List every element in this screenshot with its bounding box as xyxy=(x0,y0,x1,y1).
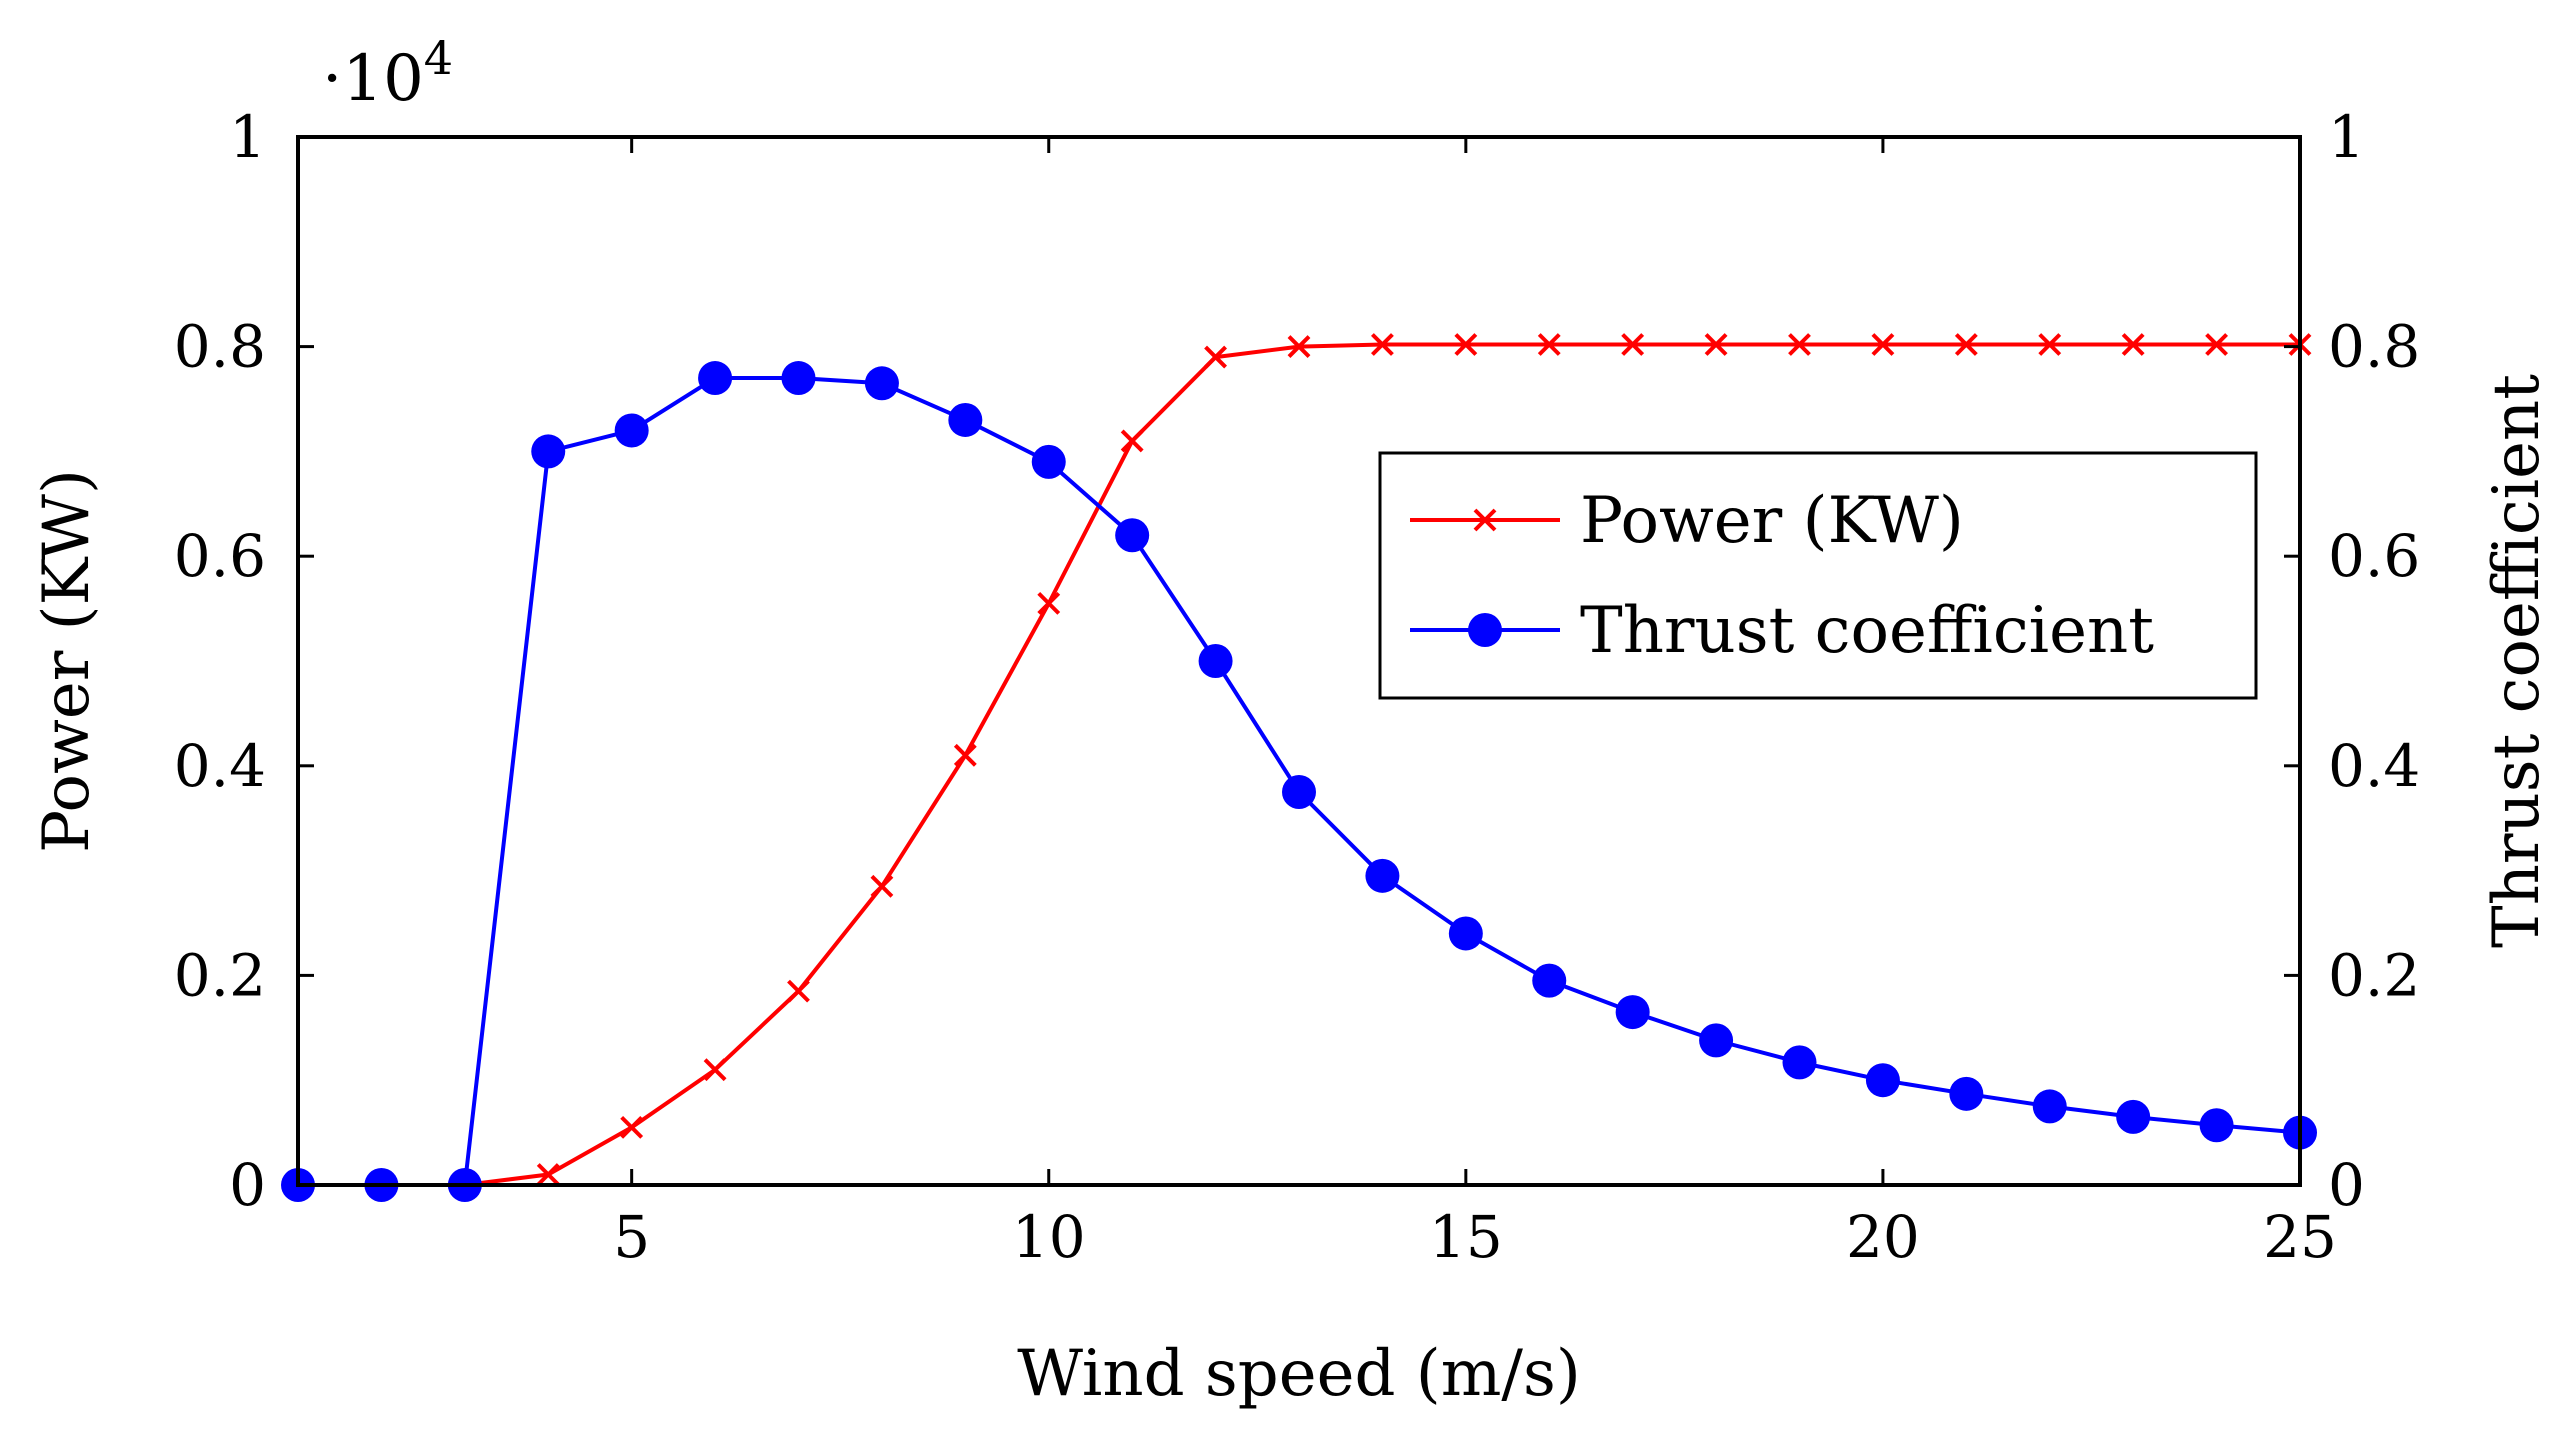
data-point-thrust xyxy=(2032,1089,2067,1124)
data-point-thrust xyxy=(1448,916,1483,951)
data-point-power xyxy=(787,979,810,1003)
data-point-power xyxy=(953,743,977,767)
y-tick-label: 0.2 xyxy=(174,941,266,1009)
data-point-power xyxy=(870,874,894,898)
legend-label-thrust: Thrust coefficient xyxy=(1580,594,2154,668)
data-point-power-stroke xyxy=(953,743,977,767)
y2-tick-label: 1 xyxy=(2328,103,2365,171)
data-point-power xyxy=(2205,333,2228,356)
data-point-power xyxy=(1788,333,1811,356)
data-point-power-stroke xyxy=(1371,333,1394,356)
legend-label-power: Power (KW) xyxy=(1580,484,1964,558)
data-point-power xyxy=(1371,333,1394,356)
data-point-thrust xyxy=(948,402,983,437)
data-point-thrust xyxy=(1365,858,1400,893)
y-axis-multiplier-base: ·10 xyxy=(322,42,424,116)
data-point-thrust xyxy=(1699,1023,1734,1058)
data-point-power xyxy=(1287,335,1311,359)
x-tick-label: 15 xyxy=(1429,1203,1503,1271)
data-point-thrust xyxy=(1615,995,1650,1030)
data-point-thrust xyxy=(1782,1045,1817,1080)
legend-swatch-marker-power xyxy=(1473,508,1497,532)
y2-tick-label: 0.4 xyxy=(2328,732,2420,800)
data-point-power xyxy=(1954,333,1978,356)
legend-marker-dot xyxy=(1468,613,1502,647)
y-tick-label: 0.8 xyxy=(174,313,266,381)
plot-frame xyxy=(296,135,2302,1187)
data-point-power-stroke xyxy=(1204,345,1227,369)
data-point-power-stroke xyxy=(1454,333,1478,356)
data-point-power-stroke xyxy=(1287,335,1311,359)
data-point-power xyxy=(536,1163,560,1186)
data-point-thrust xyxy=(698,361,733,396)
legend-marker-stroke xyxy=(1473,508,1497,532)
data-point-power xyxy=(1454,333,1478,356)
y2-tick-label: 0.6 xyxy=(2328,522,2420,590)
data-point-thrust xyxy=(1949,1076,1984,1111)
data-point-power-stroke xyxy=(1037,591,1061,615)
data-point-thrust xyxy=(531,434,566,469)
y-tick-label: 1 xyxy=(229,103,266,171)
x-tick-label: 20 xyxy=(1846,1203,1920,1271)
data-point-power-stroke xyxy=(1120,429,1144,453)
data-point-power xyxy=(2038,333,2062,356)
legend: Power (KW) Thrust coefficient xyxy=(1378,451,2258,700)
x-axis-title: Wind speed (m/s) xyxy=(1017,1337,1581,1411)
x-tick-label: 25 xyxy=(2263,1203,2337,1271)
data-point-thrust xyxy=(2116,1099,2151,1134)
y2-tick-label: 0.2 xyxy=(2328,941,2420,1009)
data-point-thrust xyxy=(1532,963,1567,998)
data-point-power xyxy=(1037,591,1061,615)
data-point-power-stroke xyxy=(1704,333,1728,356)
y-axis-multiplier: ·104 xyxy=(322,31,453,116)
data-point-power-stroke xyxy=(870,874,894,898)
x-tick-label: 5 xyxy=(613,1203,650,1271)
data-point-power-stroke xyxy=(620,1115,644,1139)
data-point-power-stroke xyxy=(1537,333,1561,356)
data-point-power-stroke xyxy=(536,1163,560,1186)
data-point-power xyxy=(1621,333,1645,356)
data-point-power xyxy=(1871,333,1895,356)
data-point-power xyxy=(1704,333,1728,356)
data-point-power-stroke xyxy=(1788,333,1811,356)
y2-tick-label: 0 xyxy=(2328,1151,2365,1219)
data-point-thrust xyxy=(864,366,899,401)
y2-tick-label: 0.8 xyxy=(2328,313,2420,381)
data-point-power-stroke xyxy=(2205,333,2228,356)
y-axis-multiplier-exponent: 4 xyxy=(424,31,453,85)
y-tick-label: 0 xyxy=(229,1151,266,1219)
data-point-thrust xyxy=(2199,1108,2234,1143)
data-point-power-stroke xyxy=(1954,333,1978,356)
data-point-power xyxy=(2121,333,2145,356)
data-point-thrust xyxy=(1865,1063,1900,1098)
data-point-thrust xyxy=(1198,644,1233,678)
data-point-power xyxy=(1204,345,1227,369)
data-point-power xyxy=(703,1058,727,1082)
data-point-power-stroke xyxy=(2038,333,2062,356)
data-point-thrust xyxy=(614,413,649,448)
y-tick-label: 0.4 xyxy=(174,732,266,800)
data-point-thrust xyxy=(1282,775,1316,809)
data-point-thrust xyxy=(781,361,816,396)
x-tick-label: 10 xyxy=(1012,1203,1086,1271)
series-layer xyxy=(281,333,2317,1202)
legend-box xyxy=(1378,451,2258,700)
y2-axis-title: Thrust coefficient xyxy=(2480,374,2554,948)
data-point-power xyxy=(620,1115,644,1139)
y-tick-label: 0.6 xyxy=(174,522,266,590)
data-point-power-stroke xyxy=(787,979,810,1003)
data-point-power-stroke xyxy=(2121,333,2145,356)
y-axis-title: Power (KW) xyxy=(30,469,104,853)
legend-swatch-marker-thrust xyxy=(1468,613,1502,647)
data-point-power-stroke xyxy=(1871,333,1895,356)
data-point-power-stroke xyxy=(1621,333,1645,356)
data-point-thrust xyxy=(1031,444,1066,479)
data-point-power xyxy=(1537,333,1561,356)
data-point-power xyxy=(1120,429,1144,453)
data-point-power-stroke xyxy=(703,1058,727,1082)
data-point-thrust xyxy=(1115,518,1150,553)
